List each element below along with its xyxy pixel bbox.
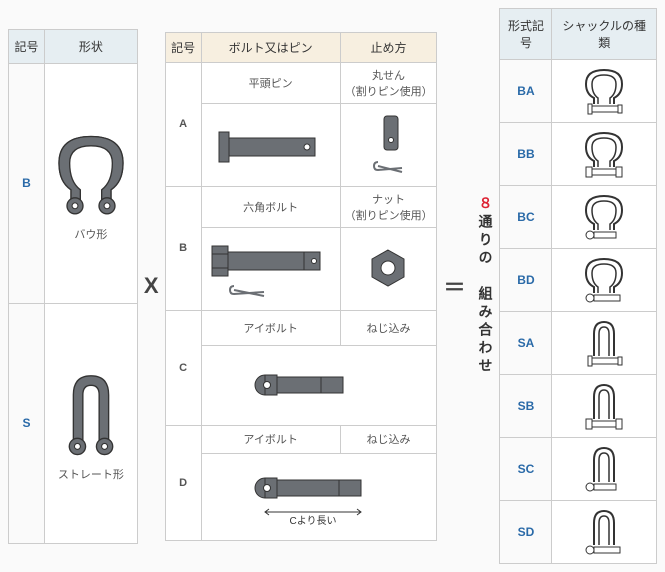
- result-code: SC: [500, 438, 552, 501]
- shape-caption: バウ形: [51, 226, 131, 242]
- shape-image: ストレート形: [44, 303, 137, 543]
- operator-eq: ＝: [437, 270, 471, 302]
- stop-image: [340, 103, 437, 186]
- shape-header-shape: 形状: [44, 29, 137, 63]
- result-image: [552, 501, 657, 564]
- stop-image: [340, 227, 437, 310]
- result-image: [552, 312, 657, 375]
- combo-text: ８通りの 組み合わせ: [471, 196, 499, 376]
- result-image: [552, 186, 657, 249]
- bolt-image: [201, 103, 340, 186]
- stop-label: 丸せん （割りピン使用）: [340, 62, 437, 103]
- bolt-label: アイボルト: [201, 310, 340, 345]
- result-code: SB: [500, 375, 552, 438]
- stop-label: ナット （割りピン使用）: [340, 186, 437, 227]
- result-image: [552, 249, 657, 312]
- shape-code: S: [9, 303, 45, 543]
- bolt-code: A: [165, 62, 201, 186]
- bolt-label: 六角ボルト: [201, 186, 340, 227]
- combo-rest: 通りの 組み合わせ: [477, 214, 493, 376]
- bolt-label: アイボルト: [201, 425, 340, 454]
- result-header-code: 形式記号: [500, 9, 552, 60]
- diagram-root: 記号 形状 B バウ形 S ストレート形 X 記号 ボルト又はピン: [8, 8, 657, 564]
- bolt-code: B: [165, 186, 201, 310]
- bolt-header-code: 記号: [165, 32, 201, 62]
- bolt-label: 平頭ピン: [201, 62, 340, 103]
- bolt-code: C: [165, 310, 201, 425]
- result-code: BB: [500, 123, 552, 186]
- bolt-header-stop: 止め方: [340, 32, 437, 62]
- combo-number: ８: [477, 196, 493, 214]
- result-image: [552, 123, 657, 186]
- stop-label: ねじ込み: [340, 310, 437, 345]
- result-header-kind: シャックルの種類: [552, 9, 657, 60]
- shape-caption: ストレート形: [51, 466, 131, 482]
- shape-image: バウ形: [44, 63, 137, 303]
- result-image: [552, 438, 657, 501]
- bolt-image: [201, 345, 437, 425]
- shape-code: B: [9, 63, 45, 303]
- shape-header-code: 記号: [9, 29, 45, 63]
- stop-label: ねじ込み: [340, 425, 437, 454]
- bolt-image: Cより長い: [201, 454, 437, 540]
- bolt-code: D: [165, 425, 201, 540]
- bolt-table: 記号 ボルト又はピン 止め方 A 平頭ピン 丸せん （割りピン使用） B 六角ボ…: [165, 32, 438, 541]
- result-image: [552, 375, 657, 438]
- bolt-image: [201, 227, 340, 310]
- result-code: SA: [500, 312, 552, 375]
- operator-times: X: [138, 273, 165, 299]
- result-table: 形式記号 シャックルの種類 BA BB BC BD SA: [499, 8, 657, 564]
- result-code: BD: [500, 249, 552, 312]
- svg-text:Cより長い: Cより長い: [290, 515, 337, 527]
- result-code: BC: [500, 186, 552, 249]
- bolt-header-bolt: ボルト又はピン: [201, 32, 340, 62]
- result-code: SD: [500, 501, 552, 564]
- result-code: BA: [500, 60, 552, 123]
- shape-table: 記号 形状 B バウ形 S ストレート形: [8, 29, 138, 544]
- result-image: [552, 60, 657, 123]
